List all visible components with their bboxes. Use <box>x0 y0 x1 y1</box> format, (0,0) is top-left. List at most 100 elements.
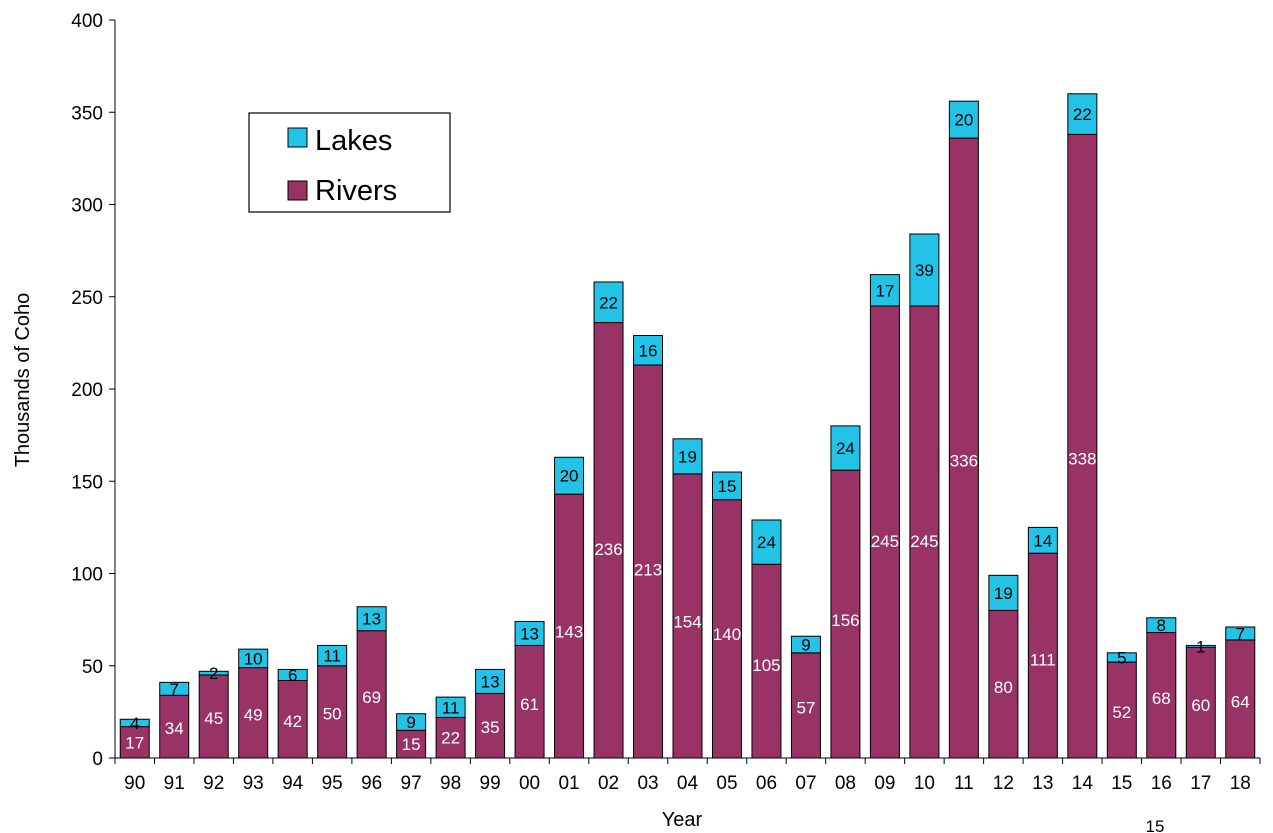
label-lakes-93: 10 <box>244 649 263 668</box>
y-tick-label-350: 350 <box>71 103 103 124</box>
label-lakes-16: 8 <box>1157 616 1166 635</box>
x-tick-label-07: 07 <box>795 773 816 794</box>
label-rivers-08: 156 <box>831 611 859 630</box>
bar-lakes-15 <box>1106 652 1137 663</box>
bar-lakes-14 <box>1067 93 1098 135</box>
bar-rivers-08 <box>830 469 861 759</box>
bar-lakes-13 <box>1027 526 1058 554</box>
bar-lakes-92 <box>198 670 229 676</box>
bar-lakes-97 <box>396 713 427 731</box>
x-tick-label-05: 05 <box>716 773 737 794</box>
x-tick-label-00: 00 <box>519 773 540 794</box>
bar-rivers-03 <box>633 364 664 759</box>
label-lakes-98: 11 <box>442 698 460 717</box>
x-tick-label-13: 13 <box>1032 773 1053 794</box>
label-rivers-97: 15 <box>402 735 421 754</box>
x-tick-label-96: 96 <box>361 773 382 794</box>
label-lakes-97: 9 <box>406 713 415 732</box>
x-tick-label-10: 10 <box>914 773 935 794</box>
x-tick-label-14: 14 <box>1072 773 1094 794</box>
y-tick-label-50: 50 <box>82 657 103 678</box>
label-rivers-98: 22 <box>441 729 460 748</box>
bar-rivers-14 <box>1067 133 1098 759</box>
bar-lakes-06 <box>751 519 782 565</box>
legend-label-rivers: Rivers <box>315 175 397 207</box>
label-rivers-94: 42 <box>283 712 302 731</box>
x-tick-label-09: 09 <box>874 773 895 794</box>
label-rivers-96: 69 <box>362 688 381 707</box>
bar-lakes-99 <box>475 668 506 694</box>
label-rivers-16: 68 <box>1152 689 1171 708</box>
bar-lakes-94 <box>277 668 308 682</box>
bar-lakes-07 <box>790 635 821 654</box>
bars-layer <box>119 93 1256 759</box>
x-tick-label-98: 98 <box>440 773 461 794</box>
bar-rivers-11 <box>948 137 979 759</box>
label-rivers-15: 52 <box>1112 703 1131 722</box>
bar-rivers-98 <box>435 716 466 759</box>
bar-rivers-97 <box>396 729 427 759</box>
y-tick-label-150: 150 <box>71 472 103 493</box>
bar-lakes-18 <box>1225 626 1256 641</box>
x-tick-label-95: 95 <box>322 773 343 794</box>
x-tick-label-16: 16 <box>1151 773 1172 794</box>
bar-rivers-96 <box>356 630 387 759</box>
bar-lakes-98 <box>435 696 466 718</box>
x-tick-label-18: 18 <box>1230 773 1251 794</box>
x-tick-label-01: 01 <box>558 773 579 794</box>
bar-lakes-00 <box>514 620 545 646</box>
bar-lakes-90 <box>119 718 150 728</box>
label-lakes-92: 2 <box>209 664 218 683</box>
label-lakes-04: 19 <box>678 447 697 466</box>
label-lakes-00: 13 <box>520 624 539 643</box>
bar-lakes-02 <box>593 281 624 324</box>
label-lakes-90: 4 <box>130 714 139 733</box>
bar-rivers-93 <box>238 667 269 759</box>
bar-rivers-04 <box>672 473 703 759</box>
label-rivers-14: 338 <box>1068 450 1096 469</box>
x-tick-label-92: 92 <box>203 773 224 794</box>
x-tick-label-99: 99 <box>480 773 501 794</box>
bar-lakes-91 <box>159 681 190 696</box>
label-rivers-12: 80 <box>994 678 1013 697</box>
y-tick-label-300: 300 <box>71 196 103 217</box>
bar-lakes-93 <box>238 648 269 669</box>
bar-lakes-96 <box>356 606 387 632</box>
bar-rivers-00 <box>514 644 545 759</box>
page-number: 15 <box>1146 817 1165 833</box>
bar-lakes-16 <box>1146 617 1177 634</box>
label-lakes-07: 9 <box>801 636 810 655</box>
bar-rivers-15 <box>1106 661 1137 759</box>
x-tick-label-08: 08 <box>835 773 856 794</box>
legend-box <box>248 112 451 213</box>
bar-rivers-10 <box>909 305 940 759</box>
bar-rivers-18 <box>1225 639 1256 759</box>
label-lakes-13: 14 <box>1033 531 1052 550</box>
bar-lakes-03 <box>633 334 664 366</box>
y-tick-label-250: 250 <box>71 288 103 309</box>
label-rivers-00: 61 <box>520 695 539 714</box>
x-tick-label-97: 97 <box>401 773 422 794</box>
label-rivers-03: 213 <box>634 560 662 579</box>
label-rivers-99: 35 <box>481 718 500 737</box>
label-rivers-17: 60 <box>1191 696 1210 715</box>
label-rivers-93: 49 <box>244 706 263 725</box>
x-tick-label-03: 03 <box>637 773 658 794</box>
label-lakes-99: 13 <box>481 672 500 691</box>
bar-rivers-99 <box>475 692 506 759</box>
label-rivers-07: 57 <box>796 699 815 718</box>
bar-rivers-06 <box>751 563 782 759</box>
legend-swatch-rivers <box>287 180 308 201</box>
label-rivers-18: 64 <box>1231 692 1250 711</box>
label-lakes-10: 39 <box>915 261 934 280</box>
label-lakes-94: 6 <box>288 666 297 685</box>
bar-lakes-17 <box>1185 644 1216 648</box>
label-rivers-13: 111 <box>1030 651 1056 670</box>
label-rivers-06: 105 <box>752 656 780 675</box>
label-rivers-90: 17 <box>125 733 144 752</box>
bar-rivers-13 <box>1027 552 1058 759</box>
x-tick-label-90: 90 <box>124 773 145 794</box>
